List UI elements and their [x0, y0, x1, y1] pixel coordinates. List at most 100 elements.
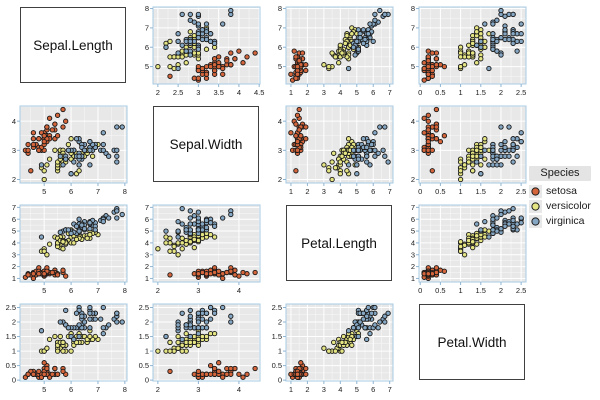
svg-text:8: 8 — [123, 286, 127, 295]
svg-text:4: 4 — [237, 88, 241, 97]
svg-text:1: 1 — [411, 274, 415, 283]
panel-sepal-width-vs-petal-width: 0 0.5 1 1.5 2 2.5 2 3 4 — [399, 101, 532, 200]
svg-text:2: 2 — [278, 175, 282, 184]
svg-text:0.5: 0.5 — [139, 361, 149, 370]
svg-text:3.5: 3.5 — [213, 88, 223, 97]
svg-text:2.5: 2.5 — [516, 187, 526, 196]
legend-item-versicolor: versicolor — [529, 199, 599, 213]
grid-major — [286, 106, 393, 183]
svg-text:1.5: 1.5 — [6, 332, 16, 341]
svg-text:7: 7 — [411, 203, 415, 212]
x-axis-ticks: 2 2.5 3 3.5 4 4.5 — [156, 84, 264, 97]
data-points-virginica — [163, 7, 234, 72]
y-axis-ticks: 1 2 3 4 5 6 7 — [145, 203, 153, 283]
scatter-panel: 5 6 7 8 2 3 4 — [12, 105, 128, 196]
diagonal-cell-petal-length: Petal.Length — [266, 200, 399, 299]
svg-text:2: 2 — [12, 318, 16, 327]
panel-sepal-length-vs-petal-width: 0 0.5 1 1.5 2 2.5 5 6 7 8 — [399, 2, 532, 101]
species-legend: Species setosa versicolor virginica — [529, 166, 599, 229]
svg-text:7: 7 — [96, 187, 100, 196]
data-points-virginica — [474, 205, 524, 240]
svg-text:4: 4 — [278, 117, 282, 126]
x-axis-ticks: 5 6 7 8 — [42, 381, 127, 394]
svg-text:1: 1 — [289, 88, 293, 97]
svg-text:2: 2 — [499, 88, 503, 97]
panel-petal-width-vs-sepal-width: 2 3 4 0 0.5 1 1.5 2 2.5 — [133, 299, 266, 398]
y-axis-ticks: 5 6 7 8 — [145, 4, 153, 71]
svg-text:2: 2 — [156, 385, 160, 394]
data-points-virginica — [38, 205, 125, 240]
svg-text:1: 1 — [12, 274, 16, 283]
panel-petal-length-vs-petal-width: 0 0.5 1 1.5 2 2.5 1 2 3 4 5 6 7 — [399, 200, 532, 299]
data-points-virginica — [163, 304, 234, 343]
svg-text:4: 4 — [12, 117, 16, 126]
x-axis-ticks: 2 3 4 — [156, 282, 241, 295]
svg-text:3: 3 — [278, 146, 282, 155]
panel-sepal-length-vs-petal-length: 1 2 3 4 5 6 7 5 6 7 8 — [266, 2, 399, 101]
svg-text:2: 2 — [499, 187, 503, 196]
svg-text:2: 2 — [12, 175, 16, 184]
data-points-setosa — [22, 106, 69, 174]
svg-text:0: 0 — [418, 187, 422, 196]
scatterplot-matrix: Sepal.Length 2 2.5 3 3.5 4 4.5 5 6 7 8 1 2 3 4 5 6 7 5 6 7 8 0… — [0, 2, 532, 398]
virginica-marker-icon — [529, 214, 542, 228]
svg-text:6: 6 — [278, 43, 282, 52]
scatter-panel: 5 6 7 8 1 2 3 4 5 6 7 — [12, 203, 128, 295]
y-axis-ticks: 5 6 7 8 — [278, 4, 286, 71]
svg-text:0.5: 0.5 — [435, 286, 445, 295]
versicolor-marker-icon — [529, 199, 542, 213]
panel-sepal-width-vs-sepal-length: 5 6 7 8 2 3 4 — [0, 101, 133, 200]
svg-text:6: 6 — [145, 215, 149, 224]
data-points-virginica — [38, 124, 125, 177]
scatter-panel: 0 0.5 1 1.5 2 2.5 2 3 4 — [411, 105, 527, 196]
legend-item-setosa: setosa — [529, 184, 599, 198]
svg-text:5: 5 — [355, 88, 359, 97]
svg-text:5: 5 — [355, 187, 359, 196]
svg-text:1: 1 — [459, 88, 463, 97]
svg-text:1: 1 — [289, 187, 293, 196]
data-points-virginica — [345, 124, 391, 177]
x-axis-ticks: 1 2 3 4 5 6 7 — [289, 183, 392, 196]
svg-text:2: 2 — [278, 318, 282, 327]
svg-text:3: 3 — [196, 286, 200, 295]
x-axis-ticks: 1 2 3 4 5 6 7 — [289, 84, 392, 97]
svg-text:5: 5 — [278, 62, 282, 71]
svg-text:6: 6 — [411, 215, 415, 224]
svg-text:1: 1 — [145, 347, 149, 356]
svg-text:7: 7 — [145, 203, 149, 212]
svg-text:6: 6 — [371, 187, 375, 196]
data-points-versicolor — [321, 25, 362, 72]
data-points-virginica — [474, 124, 524, 177]
svg-text:4: 4 — [237, 286, 241, 295]
y-axis-ticks: 0 0.5 1 1.5 2 2.5 — [139, 303, 153, 385]
svg-text:8: 8 — [123, 187, 127, 196]
scatter-panel: 1 2 3 4 5 6 7 5 6 7 8 — [278, 4, 394, 97]
data-points-setosa — [167, 48, 258, 83]
svg-text:7: 7 — [411, 23, 415, 32]
x-axis-ticks: 0 0.5 1 1.5 2 2.5 — [418, 84, 526, 97]
variable-label-petal-width: Petal.Width — [419, 304, 525, 380]
svg-text:3: 3 — [322, 187, 326, 196]
svg-text:2: 2 — [305, 385, 309, 394]
svg-text:0.5: 0.5 — [435, 88, 445, 97]
data-points-setosa — [288, 360, 309, 380]
svg-text:7: 7 — [145, 23, 149, 32]
svg-text:3: 3 — [322, 88, 326, 97]
legend-label: versicolor — [546, 200, 591, 212]
legend-title: Species — [529, 166, 591, 181]
svg-text:7: 7 — [388, 187, 392, 196]
svg-text:6: 6 — [69, 187, 73, 196]
svg-text:2.5: 2.5 — [6, 303, 16, 312]
scatter-panel: 0 0.5 1 1.5 2 2.5 1 2 3 4 5 6 7 — [411, 203, 527, 295]
svg-text:5: 5 — [12, 227, 16, 236]
diagonal-cell-sepal-length: Sepal.Length — [0, 2, 133, 101]
svg-text:6: 6 — [145, 43, 149, 52]
svg-text:1: 1 — [12, 347, 16, 356]
svg-text:3: 3 — [12, 250, 16, 259]
variable-label-sepal-length: Sepal.Length — [20, 7, 126, 83]
svg-text:2.5: 2.5 — [173, 88, 183, 97]
